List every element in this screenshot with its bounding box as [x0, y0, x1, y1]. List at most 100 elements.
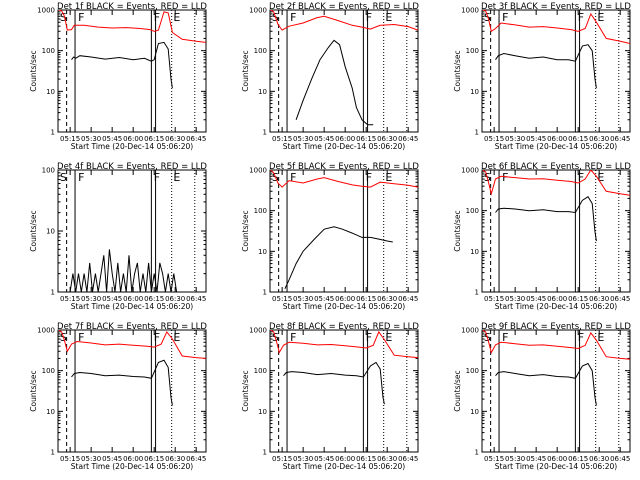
chart-9-xtick-label-06:00: 06:00 [547, 455, 567, 463]
chart-3-xlabel: Start Time (20-Dec-14 05:06:20) [495, 142, 617, 151]
chart-3-xtick-label-06:45: 06:45 [610, 135, 630, 143]
chart-8-xtick-label-05:45: 05:45 [314, 455, 334, 463]
chart-9-series-events [495, 362, 597, 406]
chart-9-xtick-label-06:45: 06:45 [610, 455, 630, 463]
chart-2-ytick-label-1000: 1000 [249, 7, 267, 15]
chart-5-xtick-label-06:15: 06:15 [356, 295, 376, 303]
chart-2-xtick-label-06:00: 06:00 [335, 135, 355, 143]
chart-9-xtick-label-06:30: 06:30 [589, 455, 609, 463]
chart-7-series-events [71, 359, 173, 406]
chart-7-xtick-label-06:30: 06:30 [165, 455, 185, 463]
chart-3-segment-label-2: F [502, 11, 508, 24]
chart-9-xtick-label-05:30: 05:30 [505, 455, 525, 463]
chart-5-series-lld [270, 170, 418, 188]
chart-3-series-lld [482, 10, 630, 44]
chart-4-segment-label-2: F [78, 171, 84, 184]
chart-8-ylabel: Counts/sec [241, 370, 250, 411]
chart-5-xtick-label-06:00: 06:00 [335, 295, 355, 303]
chart-5-xtick-label-05:45: 05:45 [314, 295, 334, 303]
chart-4-xtick-label-06:30: 06:30 [165, 295, 185, 303]
chart-4-plot-frame [57, 169, 207, 293]
chart-5-series-events [284, 226, 393, 290]
chart-6: Det 6f BLACK = Events, RED = LLD 1 10 100 10… [453, 162, 631, 311]
chart-5-title: Det 5f BLACK = Events, RED = LLD [269, 162, 419, 172]
chart-4-xtick-label-05:45: 05:45 [102, 295, 122, 303]
chart-1-segment-label-4: E [173, 11, 180, 24]
chart-6-ytick-label-1: 1 [475, 289, 479, 297]
chart-4: Det 4f BLACK = Events, RED = LLD 1 10 100 05… [29, 162, 207, 311]
chart-3-xtick-label-05:45: 05:45 [526, 135, 546, 143]
chart-7-xtick-label-05:30: 05:30 [81, 455, 101, 463]
chart-6-ytick-label-10: 10 [470, 248, 479, 256]
chart-9-plot-frame [481, 329, 631, 453]
chart-7-segment-label-3: F [154, 331, 160, 344]
chart-1-xlabel: Start Time (20-Dec-14 05:06:20) [71, 142, 193, 151]
chart-3-title: Det 3f BLACK = Events, RED = LLD [481, 2, 631, 12]
chart-5-xtick-label-05:15: 05:15 [272, 295, 292, 303]
chart-9-segment-label-4: E [597, 331, 604, 344]
chart-4-segment-label-4: E [173, 171, 180, 184]
chart-2-plot-frame [269, 9, 419, 133]
chart-1-xtick-label-05:30: 05:30 [81, 135, 101, 143]
chart-4-xtick-label-06:15: 06:15 [144, 295, 164, 303]
chart-2-xtick-label-06:45: 06:45 [398, 135, 418, 143]
chart-9-xlabel: Start Time (20-Dec-14 05:06:20) [495, 462, 617, 471]
chart-1-ytick-label-100: 100 [42, 47, 55, 55]
chart-8-xtick-label-06:00: 06:00 [335, 455, 355, 463]
chart-1-xtick-label-05:15: 05:15 [60, 135, 80, 143]
chart-5-xtick-label-06:45: 06:45 [398, 295, 418, 303]
chart-7-xtick-label-05:45: 05:45 [102, 455, 122, 463]
chart-2-ylabel: Counts/sec [241, 50, 250, 91]
chart-1-plot-frame [57, 9, 207, 133]
chart-8: Det 8f BLACK = Events, RED = LLD 1 10 100 10… [241, 322, 419, 471]
chart-8-plot-frame [269, 329, 419, 453]
chart-1-segment-label-1: S [60, 11, 67, 24]
chart-7-title: Det 7f BLACK = Events, RED = LLD [57, 322, 207, 332]
chart-6-ylabel: Counts/sec [453, 210, 462, 251]
chart-6-segment-label-2: F [502, 171, 508, 184]
chart-7-xtick-label-06:15: 06:15 [144, 455, 164, 463]
chart-8-segment-label-2: F [290, 331, 296, 344]
chart-9-ytick-label-100: 100 [466, 367, 479, 375]
chart-3-xtick-label-05:15: 05:15 [484, 135, 504, 143]
chart-6-ytick-label-1000: 1000 [461, 167, 479, 175]
chart-8-xtick-label-05:30: 05:30 [293, 455, 313, 463]
chart-1-ytick-label-1: 1 [51, 129, 55, 137]
chart-9-segment-label-2: F [502, 331, 508, 344]
chart-6-xtick-label-06:15: 06:15 [568, 295, 588, 303]
chart-2-xtick-label-06:15: 06:15 [356, 135, 376, 143]
chart-5: Det 5f BLACK = Events, RED = LLD 1 10 100 10… [241, 162, 419, 311]
chart-1-title: Det 1f BLACK = Events, RED = LLD [57, 2, 207, 12]
chart-3-plot-frame [481, 9, 631, 133]
chart-7-plot-frame [57, 329, 207, 453]
chart-4-xtick-label-05:15: 05:15 [60, 295, 80, 303]
chart-2-segment-label-4: E [385, 11, 392, 24]
chart-1-xtick-label-06:00: 06:00 [123, 135, 143, 143]
chart-8-series-lld [270, 330, 418, 359]
chart-1-xtick-label-06:15: 06:15 [144, 135, 164, 143]
chart-6-plot-frame [481, 169, 631, 293]
chart-6-xtick-label-05:30: 05:30 [505, 295, 525, 303]
chart-1-xtick-label-05:45: 05:45 [102, 135, 122, 143]
chart-9-xtick-label-05:15: 05:15 [484, 455, 504, 463]
chart-6-xtick-label-06:30: 06:30 [589, 295, 609, 303]
chart-7-xlabel: Start Time (20-Dec-14 05:06:20) [71, 462, 193, 471]
chart-2-ytick-label-1: 1 [263, 129, 267, 137]
chart-4-xlabel: Start Time (20-Dec-14 05:06:20) [71, 302, 193, 311]
chart-5-plot-frame [269, 169, 419, 293]
chart-6-series-events [495, 196, 597, 242]
chart-6-title: Det 6f BLACK = Events, RED = LLD [481, 162, 631, 172]
chart-3-ytick-label-1: 1 [475, 129, 479, 137]
chart-1-series-lld [58, 10, 206, 43]
chart-5-ytick-label-1000: 1000 [249, 167, 267, 175]
chart-8-segment-label-3: F [366, 331, 372, 344]
chart-3-xtick-label-06:15: 06:15 [568, 135, 588, 143]
chart-3-ytick-label-100: 100 [466, 47, 479, 55]
chart-7-segment-label-4: E [173, 331, 180, 344]
chart-7-ytick-label-100: 100 [42, 367, 55, 375]
chart-3-xtick-label-06:30: 06:30 [589, 135, 609, 143]
chart-6-ytick-label-100: 100 [466, 207, 479, 215]
chart-7-ytick-label-1000: 1000 [37, 327, 55, 335]
chart-9-segment-label-3: F [578, 331, 584, 344]
chart-2-series-lld [270, 10, 418, 31]
